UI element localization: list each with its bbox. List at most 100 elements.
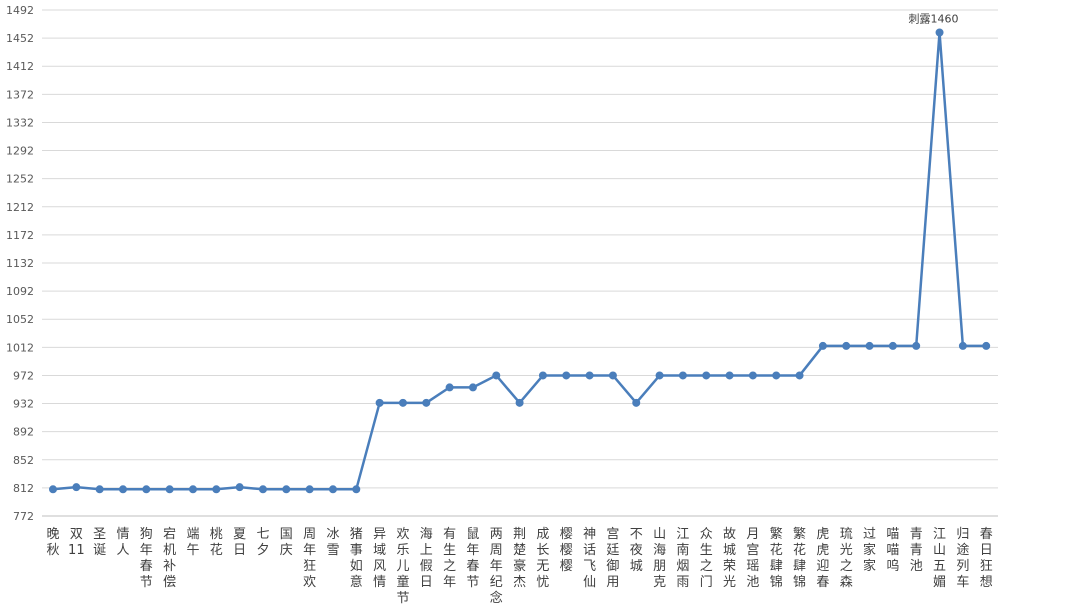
y-tick-label: 972 (13, 369, 34, 382)
x-tick-label: 鼠年春节 (466, 527, 479, 590)
data-point (678, 371, 687, 380)
y-tick-label: 812 (13, 482, 34, 495)
data-point (212, 485, 221, 494)
x-tick-label: 众生之门 (700, 527, 713, 590)
data-point (655, 371, 664, 380)
gridlines (42, 9, 998, 489)
x-tick-label: 双 11 (68, 527, 85, 558)
x-tick-label: 有生之年 (443, 527, 456, 590)
data-point (562, 371, 571, 380)
x-tick-label: 宫廷御用 (606, 527, 619, 590)
x-tick-label: 欢乐儿童节 (396, 527, 409, 606)
y-tick-label: 932 (13, 398, 34, 411)
y-tick-label: 1452 (6, 32, 34, 45)
x-tick-label: 山海朋克 (653, 527, 666, 590)
x-tick-label: 冰雪 (326, 527, 339, 558)
x-tick-label: 成长无忧 (536, 527, 549, 590)
data-point (888, 341, 897, 350)
data-point (538, 371, 547, 380)
y-tick-label: 892 (13, 426, 34, 439)
x-axis-labels: 晚秋双 11 圣诞情人狗年春节宕机补偿端午桃花夏日七夕国庆周年狂欢冰雪猪事如意异域风… (46, 526, 992, 606)
data-point (958, 341, 967, 350)
data-point (748, 371, 757, 380)
data-point (305, 485, 314, 494)
y-tick-label: 1092 (6, 285, 34, 298)
y-tick-label: 1372 (6, 88, 34, 101)
y-tick-label: 1492 (6, 4, 34, 17)
x-tick-label: 月宫瑶池 (746, 527, 759, 590)
y-tick-label: 1212 (6, 201, 34, 214)
data-point (422, 398, 431, 407)
x-tick-label: 七夕 (256, 527, 269, 558)
x-tick-label: 狗年春节 (140, 527, 153, 590)
x-tick-label: 归途列车 (956, 527, 969, 590)
y-tick-label: 1052 (6, 313, 34, 326)
x-tick-label: 夏日 (233, 527, 246, 558)
x-tick-label: 繁花肆锦 (793, 526, 806, 590)
x-tick-label: 桃花 (210, 527, 223, 558)
x-tick-label: 情人 (116, 527, 129, 558)
data-point (72, 483, 81, 492)
data-point (142, 485, 151, 494)
data-point (375, 398, 384, 407)
y-tick-label: 1292 (6, 145, 34, 158)
y-tick-label: 1252 (6, 173, 34, 186)
x-tick-label: 晚秋 (46, 527, 59, 558)
y-tick-label: 1012 (6, 341, 34, 354)
x-tick-label: 虎虎迎春 (816, 527, 829, 590)
y-axis-ticks: 772 812 852 892 932 972 1012 1052 1092 1132 1172 12… (6, 4, 34, 523)
x-tick-label: 故城荣光 (723, 527, 736, 590)
x-tick-label: 异域风情 (373, 527, 386, 590)
x-tick-label: 繁花肆锦 (770, 526, 783, 590)
x-tick-label: 周年狂欢 (303, 527, 316, 590)
x-tick-label: 江山五媚 (933, 527, 946, 590)
data-point (515, 398, 524, 407)
x-tick-label: 不夜城 (630, 527, 643, 574)
data-label: 刺露1460 (909, 12, 959, 25)
x-tick-label: 神话飞仙 (583, 527, 596, 590)
data-point (95, 485, 104, 494)
data-point (282, 485, 291, 494)
x-tick-label: 樱樱樱 (560, 526, 573, 574)
x-tick-label: 端午 (186, 527, 199, 558)
x-tick-label: 两周年纪念 (490, 527, 503, 606)
y-tick-label: 1412 (6, 60, 34, 73)
data-point (982, 341, 991, 350)
x-tick-label: 琉光之森 (840, 527, 853, 590)
x-tick-label: 海上假日 (420, 527, 433, 590)
data-point (468, 383, 477, 392)
x-tick-label: 圣诞 (93, 527, 106, 558)
data-point (445, 383, 454, 392)
data-point (702, 371, 711, 380)
data-point (725, 371, 734, 380)
data-point (935, 28, 944, 37)
data-point (258, 485, 267, 494)
data-point (795, 371, 804, 380)
data-point (352, 485, 361, 494)
y-tick-label: 1332 (6, 116, 34, 129)
data-point (165, 485, 174, 494)
data-point (842, 341, 851, 350)
y-tick-label: 1132 (6, 257, 34, 270)
data-point (818, 341, 827, 350)
data-point (585, 371, 594, 380)
data-point (865, 341, 874, 350)
data-point (912, 341, 921, 350)
x-tick-label: 喵喵呜 (886, 527, 899, 574)
data-point (398, 398, 407, 407)
annotations: 刺露1460 (909, 12, 959, 25)
data-point (772, 371, 781, 380)
x-tick-label: 国庆 (280, 527, 293, 558)
x-tick-label: 春日狂想 (980, 527, 993, 590)
x-tick-label: 江南烟雨 (676, 527, 689, 590)
data-point (188, 485, 197, 494)
data-point (328, 485, 337, 494)
y-tick-label: 1172 (6, 229, 34, 242)
y-tick-label: 772 (13, 510, 34, 523)
x-tick-label: 青青池 (910, 527, 923, 574)
x-tick-label: 荆楚豪杰 (513, 526, 526, 590)
data-point (118, 485, 127, 494)
x-tick-label: 宕机补偿 (163, 527, 176, 590)
y-tick-label: 852 (13, 454, 34, 467)
x-tick-label: 猪事如意 (350, 527, 363, 590)
